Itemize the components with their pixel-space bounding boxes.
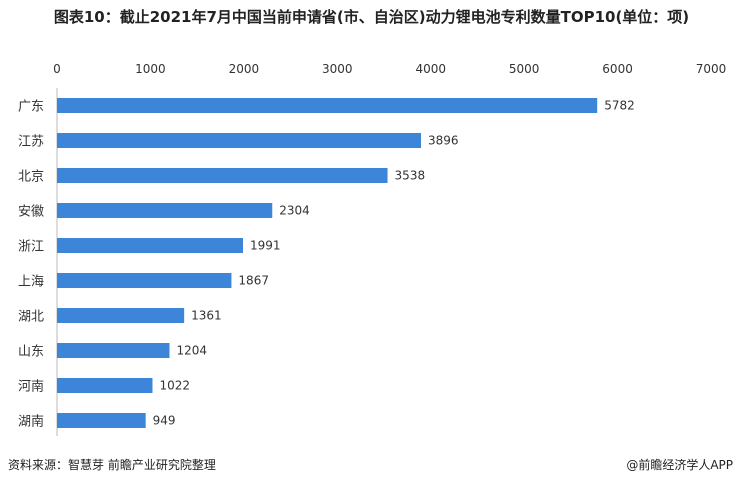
x-axis: 0 1000 2000 3000 4000 5000 6000 7000 — [53, 62, 726, 76]
bar — [57, 203, 273, 218]
x-tick-label-5000: 5000 — [509, 62, 540, 76]
category-label: 广东 — [18, 100, 44, 115]
x-tick-label-3000: 3000 — [322, 62, 353, 76]
bar — [57, 308, 185, 323]
value-label: 5782 — [604, 99, 635, 113]
value-label: 949 — [153, 414, 176, 428]
x-tick-label-7000: 7000 — [696, 62, 727, 76]
bar-series: 广东 5782 江苏 3896 北京 3538 安徽 2304 浙江 1991 上海 1867 湖北 13… — [18, 98, 635, 430]
value-label: 1867 — [238, 274, 269, 288]
value-label: 1022 — [159, 379, 190, 393]
value-label: 1204 — [176, 344, 207, 358]
source-note: 资料来源：智慧芽 前瞻产业研究院整理 — [8, 458, 216, 472]
bar — [57, 133, 421, 148]
category-label: 安徽 — [18, 205, 44, 220]
bar — [57, 378, 153, 393]
brand-label: @前瞻经济学人APP — [626, 458, 733, 472]
category-label: 湖北 — [18, 310, 44, 325]
category-label: 山东 — [18, 345, 44, 360]
x-tick-label-1000: 1000 — [135, 62, 166, 76]
x-tick-label-2000: 2000 — [229, 62, 260, 76]
category-label: 江苏 — [18, 134, 44, 150]
category-label: 浙江 — [18, 240, 44, 255]
category-label: 北京 — [18, 170, 44, 185]
x-tick-label-4000: 4000 — [415, 62, 446, 76]
bar — [57, 273, 232, 288]
chart-title: 图表10：截止2021年7月中国当前申请省(市、自治区)动力锂电池专利数量TOP… — [53, 8, 690, 26]
value-label: 1361 — [191, 309, 222, 323]
bar — [57, 238, 244, 253]
category-label: 河南 — [18, 379, 44, 395]
category-label: 上海 — [18, 275, 44, 290]
value-label: 2304 — [279, 204, 310, 218]
bar — [57, 168, 388, 183]
category-label: 湖南 — [18, 414, 44, 430]
value-label: 3896 — [428, 134, 459, 148]
value-label: 1991 — [250, 239, 281, 253]
bar — [57, 98, 598, 113]
x-tick-label-0: 0 — [53, 62, 61, 76]
x-tick-label-6000: 6000 — [602, 62, 633, 76]
bar — [57, 343, 170, 358]
bar — [57, 413, 146, 428]
value-label: 3538 — [395, 169, 426, 183]
